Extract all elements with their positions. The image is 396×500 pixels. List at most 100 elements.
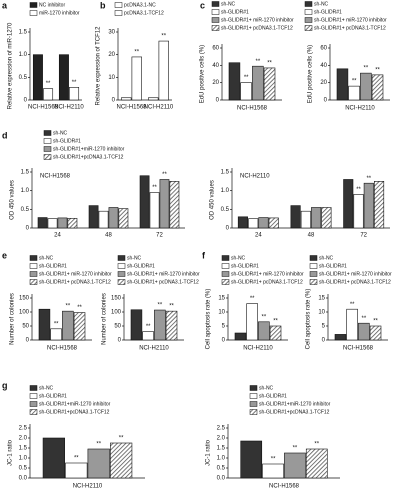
legend-swatch [29,10,38,16]
legend-swatch [221,271,230,277]
legend-label: sh-GLIDR#1+ pcDNA3.1-TCF12 [231,279,303,285]
bar [130,309,143,341]
legend-swatch [29,2,38,8]
significance: ** [375,67,380,73]
significance: ** [54,321,59,327]
bar [142,331,154,341]
legend-swatch [211,17,220,23]
bar [88,205,99,229]
bar [37,217,48,229]
legend-swatch [304,17,313,23]
bar [118,208,129,229]
bar [98,210,109,229]
y-tick-label: 10 [108,75,115,81]
legend-label: sh-GLIDR#1+ miR-1270 inhibitor [314,17,387,23]
legend-label: sh-NC [221,1,236,7]
y-tick-label: 0 [118,338,122,344]
bar [154,309,166,341]
significance: ** [162,172,167,178]
y-tick-label: 5 [222,324,226,330]
bar [159,179,170,229]
bar [65,462,88,479]
y-tick-label: 1.5 [217,446,226,452]
significance: ** [146,324,151,330]
x-tick-label: NCI-H1568 [116,105,147,111]
x-axis-label: NCI-H1568 [269,484,300,490]
bar [108,207,119,229]
legend-swatch [117,271,126,277]
bar [58,54,69,101]
y-tick-label: 150 [19,296,30,302]
legend-swatch [304,1,313,7]
legend-swatch [249,401,258,407]
y-tick-label: 2.0 [19,436,28,442]
legend-label: sh-GLIDR#1+ miR-1270 inhibitor [39,271,112,277]
y-axis-label: Cell apoptosis rate (%) [206,289,212,350]
bar [363,182,374,229]
significance: ** [161,34,166,40]
bar [43,88,54,101]
legend-label: pcDNA3.1-NC [124,2,156,8]
bar [69,87,80,101]
y-tick-label: 40 [320,63,327,69]
y-tick-label: 0.5 [21,207,30,213]
legend-swatch [221,255,230,261]
y-tick-label: 100 [19,310,30,316]
legend-label: sh-GLIDR#1+ pcDNA3.1-TCF12 [319,279,391,285]
bar [358,322,370,341]
significance: ** [364,66,369,72]
x-tick-label: NCI-H1568 [28,105,59,111]
legend-swatch [43,154,52,160]
significance: ** [134,50,139,56]
bar [374,181,385,229]
bar [228,62,241,101]
y-tick-label: 5 [322,324,326,330]
y-tick-label: 1.0 [21,188,30,194]
x-tick-label: 48 [308,233,315,239]
x-tick-label: NCI-H2110 [54,105,84,111]
legend-label: sh-NC [259,385,274,391]
legend-swatch [249,409,258,415]
x-axis-label: NCI-H1568 [47,346,78,352]
bar [57,217,68,229]
significance: ** [119,436,124,442]
y-tick-label: 1.0 [221,188,230,194]
bar [258,321,270,341]
y-tick-label: 15 [218,296,225,302]
panel-letter: b [100,0,106,10]
legend-label: sh-GLIDR#1+pcDNA3.1-TCF12 [39,409,110,415]
x-axis-label: NCI-H2110 [139,346,169,352]
bar [290,205,301,229]
bar [149,192,160,229]
bar [360,72,372,101]
legend-label: sh-GLIDR#1+ pcDNA3.1-TCF12 [221,25,293,31]
legend-swatch [309,271,318,277]
y-axis-label: JC-1 ratio [8,439,14,466]
y-tick-label: 60 [212,46,219,52]
legend-swatch [117,255,126,261]
panel-letter: e [2,250,7,260]
bar [139,175,150,229]
legend-label: sh-NC [231,255,246,261]
panel-letter: d [2,130,8,140]
x-tick-label: 24 [255,233,262,239]
y-tick-label: 0 [322,338,326,344]
chart-title: NCI-H2110 [240,174,270,180]
significance: ** [350,302,355,308]
legend-swatch [309,263,318,269]
significance: ** [356,187,361,193]
y-axis-label: EdU positive cells (%) [308,45,314,103]
legend-label: sh-NC [314,1,329,7]
bar [62,310,74,341]
bar [258,217,269,229]
y-tick-label: 2.5 [19,426,28,432]
significance: ** [152,185,157,191]
x-tick-label: 72 [156,233,163,239]
bar [262,463,284,479]
bar [42,437,65,479]
bar [240,82,252,101]
bar [346,308,358,341]
y-tick-label: 20 [108,52,115,58]
legend-swatch [211,9,220,15]
y-tick-label: 0.5 [221,207,230,213]
